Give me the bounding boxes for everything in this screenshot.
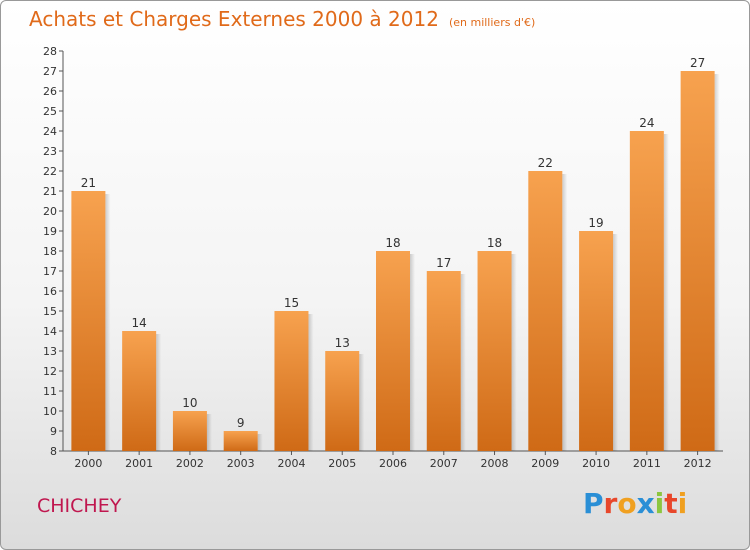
y-tick-label: 24	[43, 125, 57, 138]
x-tick-label: 2009	[531, 457, 559, 470]
x-tick-label: 2006	[379, 457, 407, 470]
bar-shadow	[613, 234, 619, 451]
y-tick-label: 27	[43, 65, 57, 78]
logo-letter: i	[677, 487, 688, 520]
x-tick-label: 2002	[176, 457, 204, 470]
bar-shadow	[359, 354, 365, 451]
y-tick-label: 18	[43, 245, 57, 258]
bar	[477, 251, 512, 451]
y-tick-label: 9	[50, 425, 57, 438]
bar-value-label: 17	[436, 256, 451, 270]
y-tick-label: 12	[43, 365, 57, 378]
x-tick-label: 2004	[277, 457, 305, 470]
bar-shadow	[460, 274, 466, 451]
bar	[680, 71, 715, 451]
bar	[71, 191, 106, 451]
bar-value-label: 15	[284, 296, 299, 310]
logo-letter: o	[617, 487, 637, 520]
logo-letter: r	[603, 487, 618, 520]
bar-shadow	[257, 434, 263, 451]
logo-letter: x	[636, 487, 655, 520]
x-tick-label: 2005	[328, 457, 356, 470]
y-tick-label: 22	[43, 165, 57, 178]
bar-shadow	[511, 254, 517, 451]
bar-shadow	[308, 314, 314, 451]
bar-shadow	[156, 334, 162, 451]
logo-letter: P	[583, 487, 604, 520]
bar	[325, 351, 360, 451]
bar	[426, 271, 461, 451]
bar	[629, 131, 664, 451]
bar-value-label: 13	[335, 336, 350, 350]
proxiti-logo[interactable]: Proxiti	[583, 487, 693, 523]
logo-letter: t	[664, 487, 678, 520]
bar-value-label: 18	[487, 236, 502, 250]
bar-value-label: 21	[81, 176, 96, 190]
y-tick-label: 20	[43, 205, 57, 218]
bar	[528, 171, 563, 451]
bar-shadow	[206, 414, 212, 451]
y-tick-label: 23	[43, 145, 57, 158]
x-tick-label: 2007	[430, 457, 458, 470]
y-tick-label: 17	[43, 265, 57, 278]
bar	[172, 411, 207, 451]
y-tick-label: 25	[43, 105, 57, 118]
bar-value-label: 24	[639, 116, 654, 130]
bar-value-label: 9	[237, 416, 245, 430]
bar	[223, 431, 258, 451]
chart-unit: (en milliers d'€)	[448, 16, 536, 29]
x-tick-label: 2000	[74, 457, 102, 470]
y-tick-label: 11	[43, 385, 57, 398]
x-tick-label: 2010	[582, 457, 610, 470]
y-tick-label: 13	[43, 345, 57, 358]
bar-value-label: 27	[690, 56, 705, 70]
bar	[376, 251, 410, 451]
bar-value-label: 22	[538, 156, 553, 170]
bar-value-label: 19	[588, 216, 603, 230]
bar-value-label: 14	[132, 316, 147, 330]
x-tick-label: 2001	[125, 457, 153, 470]
y-tick-label: 14	[43, 325, 57, 338]
x-tick-label: 2008	[481, 457, 509, 470]
y-tick-label: 19	[43, 225, 57, 238]
y-tick-label: 28	[43, 45, 57, 58]
bar-value-label: 10	[182, 396, 197, 410]
bar-shadow	[562, 174, 568, 451]
x-tick-label: 2011	[633, 457, 661, 470]
bar	[579, 231, 614, 451]
logo-letter: i	[654, 487, 665, 520]
x-tick-label: 2012	[684, 457, 712, 470]
x-tick-label: 2003	[227, 457, 255, 470]
y-tick-label: 16	[43, 285, 57, 298]
chart-title: Achats et Charges Externes 2000 à 2012 (e…	[29, 7, 535, 31]
bar-value-label: 18	[385, 236, 400, 250]
bar-shadow	[105, 194, 111, 451]
commune-name: CHICHEY	[37, 495, 122, 517]
y-tick-label: 15	[43, 305, 57, 318]
y-tick-label: 8	[50, 445, 57, 458]
bar-shadow	[410, 254, 415, 451]
bar	[274, 311, 309, 451]
bar-shadow	[663, 134, 669, 451]
bar	[122, 331, 157, 451]
bar-shadow	[714, 74, 720, 451]
y-tick-label: 10	[43, 405, 57, 418]
y-tick-label: 26	[43, 85, 57, 98]
chart-title-text: Achats et Charges Externes 2000 à 2012	[29, 7, 439, 31]
y-tick-label: 21	[43, 185, 57, 198]
